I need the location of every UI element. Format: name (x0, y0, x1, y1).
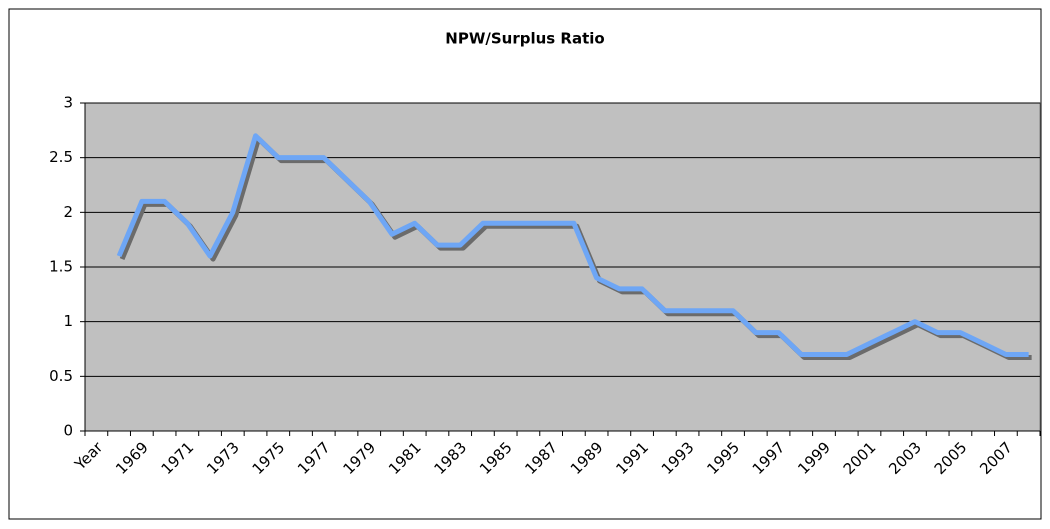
y-tick-label: 3 (63, 94, 73, 112)
y-tick-label: 0 (63, 422, 73, 440)
chart-title: NPW/Surplus Ratio (445, 30, 604, 48)
y-tick-label: 1.5 (49, 258, 73, 276)
y-tick-label: 1 (63, 312, 73, 330)
data-line (116, 133, 1029, 357)
y-tick-label: 2 (63, 203, 73, 221)
y-tick-label: 2.5 (49, 148, 73, 166)
y-tick-label: 0.5 (49, 367, 73, 385)
